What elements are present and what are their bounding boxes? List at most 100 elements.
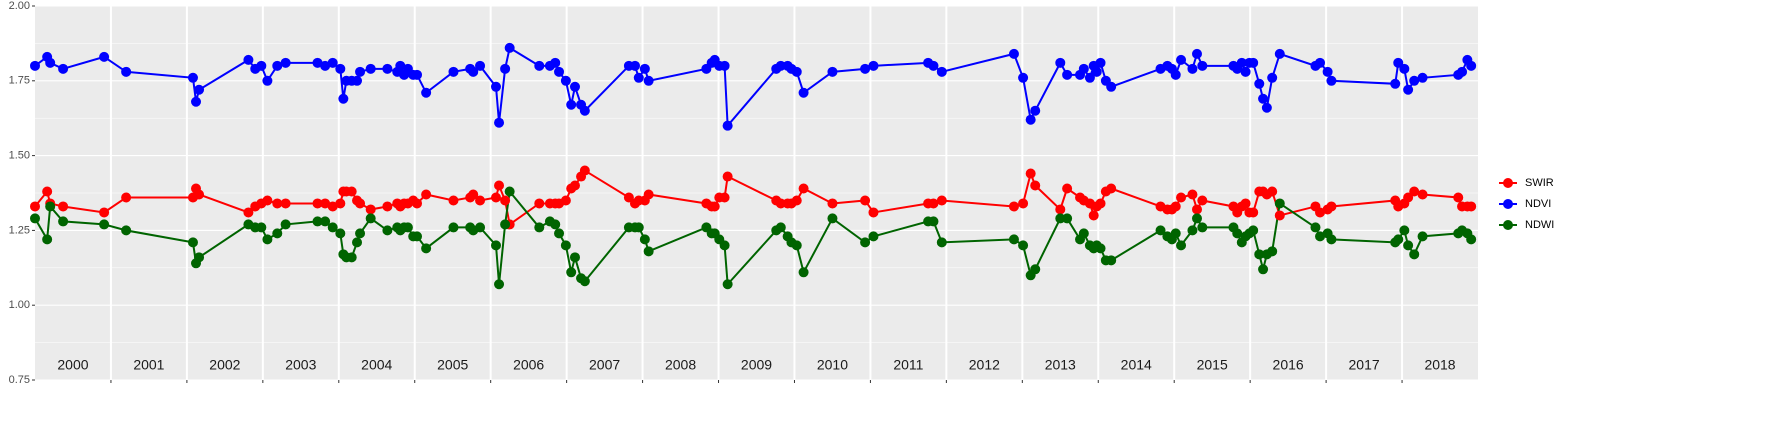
data-point <box>491 81 502 92</box>
data-point <box>868 60 879 71</box>
data-point <box>272 198 283 209</box>
data-point <box>494 117 505 128</box>
data-point <box>1078 63 1089 74</box>
data-point <box>312 216 323 227</box>
data-point <box>1176 54 1187 65</box>
data-point <box>491 240 502 251</box>
data-point <box>448 195 459 206</box>
data-point <box>560 195 571 206</box>
data-point <box>1191 204 1202 215</box>
data-point <box>99 207 110 218</box>
data-point <box>262 75 273 86</box>
data-point <box>1187 63 1198 74</box>
data-point <box>1030 180 1041 191</box>
data-point <box>1417 72 1428 83</box>
labels: 0.75 1.00 1.25 1.50 1.75 2.00 2000 2001 2002 2003… <box>9 0 1555 386</box>
data-point <box>355 66 366 77</box>
data-point <box>1274 210 1285 221</box>
year-label: 2012 <box>969 357 1000 373</box>
year-label: 2000 <box>57 357 88 373</box>
data-point <box>121 225 132 236</box>
data-point <box>719 240 730 251</box>
data-point <box>365 63 376 74</box>
data-point <box>448 222 459 233</box>
data-point <box>1187 189 1198 200</box>
legend-marker <box>1503 199 1513 209</box>
legend-label: NDVI <box>1525 198 1551 210</box>
data-point <box>312 198 323 209</box>
data-point <box>346 186 357 197</box>
data-point <box>280 57 291 68</box>
y-tick-label: 2.00 <box>9 0 30 12</box>
data-point <box>504 42 515 53</box>
data-point <box>475 222 486 233</box>
data-point <box>272 228 283 239</box>
data-point <box>500 195 511 206</box>
data-point <box>1240 66 1251 77</box>
data-point <box>45 201 56 212</box>
year-label: 2016 <box>1273 357 1304 373</box>
data-point <box>775 222 786 233</box>
data-point <box>868 231 879 242</box>
year-label: 2008 <box>665 357 696 373</box>
data-point <box>579 165 590 176</box>
y-tick-label: 1.25 <box>9 224 30 236</box>
data-point <box>365 204 376 215</box>
data-point <box>327 201 338 212</box>
data-point <box>579 105 590 116</box>
data-point <box>262 195 273 206</box>
data-point <box>30 60 40 71</box>
data-point <box>1240 198 1251 209</box>
marks <box>30 42 1477 290</box>
data-point <box>320 198 331 209</box>
data-point <box>550 219 561 230</box>
data-point <box>1267 72 1278 83</box>
data-point <box>719 60 730 71</box>
data-point <box>1254 78 1265 89</box>
data-point <box>560 240 571 251</box>
data-point <box>579 276 590 287</box>
data-point <box>1055 57 1066 68</box>
data-point <box>1466 201 1477 212</box>
data-point <box>1326 75 1337 86</box>
data-point <box>639 63 650 74</box>
data-point <box>346 252 357 263</box>
data-point <box>475 195 486 206</box>
data-point <box>827 213 838 224</box>
data-point <box>709 201 720 212</box>
data-point <box>312 57 323 68</box>
data-point <box>719 192 730 203</box>
year-label: 2005 <box>437 357 468 373</box>
data-point <box>629 60 640 71</box>
legend-marker <box>1503 220 1513 230</box>
data-point <box>798 183 809 194</box>
data-point <box>569 81 580 92</box>
data-point <box>550 57 561 68</box>
year-label: 2007 <box>589 357 620 373</box>
data-point <box>1008 234 1019 245</box>
data-point <box>355 198 366 209</box>
data-point <box>494 180 505 191</box>
data-point <box>1018 72 1029 83</box>
data-point <box>421 243 432 254</box>
data-point <box>1055 204 1066 215</box>
data-point <box>412 198 423 209</box>
data-point <box>421 87 432 98</box>
year-label: 2001 <box>133 357 164 373</box>
data-point <box>320 60 331 71</box>
data-point <box>1254 249 1265 260</box>
data-point <box>1403 240 1414 251</box>
data-point <box>1088 210 1099 221</box>
data-point <box>643 189 654 200</box>
data-point <box>554 228 565 239</box>
data-point <box>1176 240 1187 251</box>
data-point <box>1187 225 1198 236</box>
data-point <box>827 66 838 77</box>
data-point <box>243 54 254 65</box>
data-point <box>1236 57 1247 68</box>
data-point <box>1170 201 1181 212</box>
data-point <box>58 216 69 227</box>
data-point <box>412 231 423 242</box>
data-point <box>928 60 939 71</box>
